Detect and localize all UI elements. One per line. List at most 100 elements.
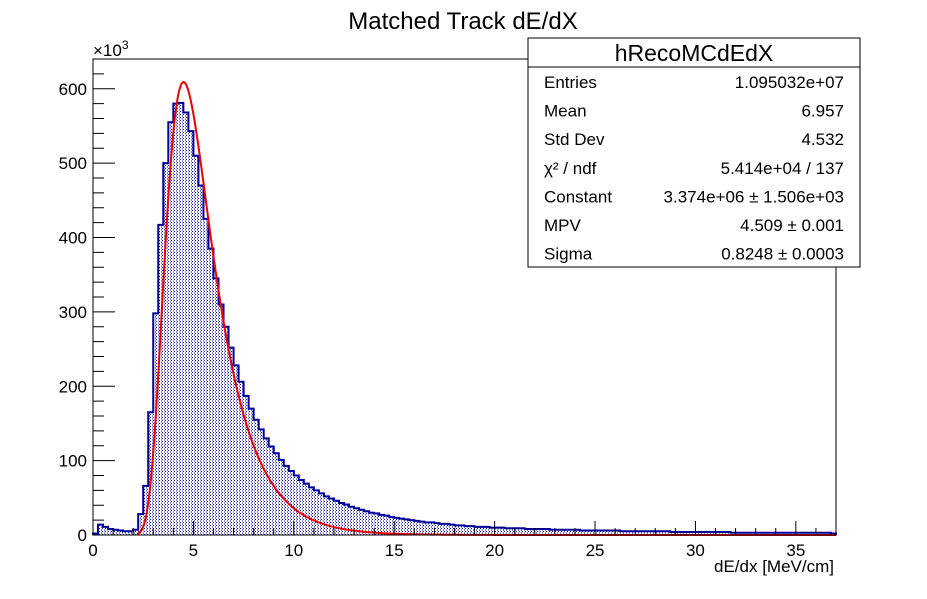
- histogram-bar: [725, 532, 731, 535]
- histogram-bar: [504, 528, 510, 535]
- chart-title: Matched Track dE/dX: [348, 8, 577, 35]
- histogram-bar: [474, 526, 480, 535]
- histogram-bar: [529, 529, 535, 535]
- histogram-bar: [188, 131, 194, 536]
- x-tick-label: 35: [786, 541, 805, 560]
- histogram-bar: [223, 326, 229, 535]
- histogram-bar: [640, 531, 646, 535]
- histogram-bar: [825, 532, 831, 535]
- histogram-bar: [499, 527, 505, 535]
- histogram-bar: [113, 529, 119, 535]
- stats-box: hRecoMCdEdX Entries 1.095032e+07 Mean 6.957…: [527, 37, 861, 268]
- histogram-bar: [695, 532, 701, 535]
- y-tick-label: 600: [59, 80, 87, 99]
- histogram-bar: [544, 529, 550, 535]
- histogram-bar: [720, 532, 726, 535]
- histogram-bar: [183, 112, 189, 536]
- histogram-bar: [514, 528, 520, 535]
- histogram-bar: [710, 532, 716, 535]
- histogram-bar: [630, 531, 636, 535]
- histogram-bar: [354, 508, 360, 535]
- histogram-bar: [579, 530, 585, 535]
- histogram-bar: [143, 485, 149, 535]
- histogram-bar: [123, 531, 129, 535]
- histogram-bar: [173, 103, 179, 535]
- stats-row-label: χ² / ndf: [544, 159, 597, 178]
- y-tick-label: 500: [59, 154, 87, 173]
- histogram-bar: [288, 471, 294, 535]
- histogram-bar: [755, 532, 761, 535]
- histogram-bar: [273, 453, 279, 535]
- histogram-bar: [494, 527, 500, 535]
- histogram-bar: [379, 514, 385, 535]
- histogram-bar: [454, 525, 460, 535]
- histogram-bar: [650, 531, 656, 535]
- histogram-bar: [293, 475, 299, 535]
- histogram-bar: [374, 513, 380, 535]
- histogram-bar: [795, 532, 801, 535]
- histogram-bar: [484, 526, 490, 535]
- histogram-bar: [745, 532, 751, 535]
- histogram-bar: [464, 526, 470, 535]
- histogram-bar: [168, 122, 174, 535]
- stats-row-value: 6.957: [801, 102, 844, 121]
- stats-rows: Entries 1.095032e+07 Mean 6.957 Std Dev 4.532…: [544, 73, 844, 264]
- histogram-bar: [680, 532, 686, 535]
- histogram-bar: [349, 506, 355, 535]
- histogram-bar: [459, 525, 465, 535]
- histogram-bar: [424, 522, 430, 535]
- histogram-bar: [364, 511, 370, 535]
- histogram-bar: [539, 529, 545, 535]
- histogram-bar: [469, 526, 475, 535]
- histogram-bar: [574, 529, 580, 535]
- stats-row-value: 5.414e+04 / 137: [721, 159, 844, 178]
- histogram-bar: [218, 304, 224, 535]
- histogram-bar: [820, 532, 826, 535]
- stats-row-value: 4.532: [801, 130, 844, 149]
- histogram-bar: [675, 532, 681, 535]
- x-tick-label: 15: [385, 541, 404, 560]
- histogram-bar: [198, 185, 204, 535]
- histogram-bar: [735, 532, 741, 535]
- histogram-bar: [298, 479, 304, 535]
- stats-row-value: 4.509 ± 0.001: [740, 216, 844, 235]
- y-tick-label: 300: [59, 303, 87, 322]
- histogram-bar: [318, 493, 324, 535]
- histogram-bar: [564, 529, 570, 535]
- histogram-bar: [765, 532, 771, 535]
- histogram-bar: [595, 530, 601, 535]
- histogram-bar: [775, 532, 781, 535]
- histogram-bar: [815, 532, 821, 535]
- histogram-bar: [233, 365, 239, 535]
- histogram-bar: [449, 524, 455, 535]
- histogram-bar: [509, 528, 515, 535]
- histogram-bar: [243, 395, 249, 535]
- histogram-bar: [715, 532, 721, 535]
- y-tick-label: 100: [59, 452, 87, 471]
- histogram-bar: [730, 532, 736, 535]
- histogram-bar: [600, 530, 606, 535]
- histogram-bar: [394, 517, 400, 535]
- histogram-bar: [590, 530, 596, 535]
- histogram-bar: [524, 529, 530, 535]
- stats-row-label: Entries: [544, 73, 597, 92]
- x-tick-label: 20: [485, 541, 504, 560]
- histogram-bar: [419, 521, 425, 535]
- stats-row-label: MPV: [544, 216, 582, 235]
- histogram-bar: [805, 532, 811, 535]
- histogram-bar: [665, 531, 671, 535]
- histogram-bar: [138, 514, 144, 535]
- stats-row-value: 0.8248 ± 0.0003: [721, 245, 844, 264]
- histogram-bar: [645, 531, 651, 535]
- stats-box-title: hRecoMCdEdX: [615, 40, 774, 66]
- histogram-bar: [444, 523, 450, 535]
- x-tick-label: 10: [284, 541, 303, 560]
- histogram-bar: [705, 532, 711, 535]
- histogram-bar: [519, 528, 525, 535]
- histogram-bar: [163, 163, 169, 535]
- histogram-bar: [615, 530, 621, 535]
- histogram-bar: [770, 532, 776, 535]
- histogram-bar: [128, 531, 134, 535]
- histogram-bar: [404, 519, 410, 535]
